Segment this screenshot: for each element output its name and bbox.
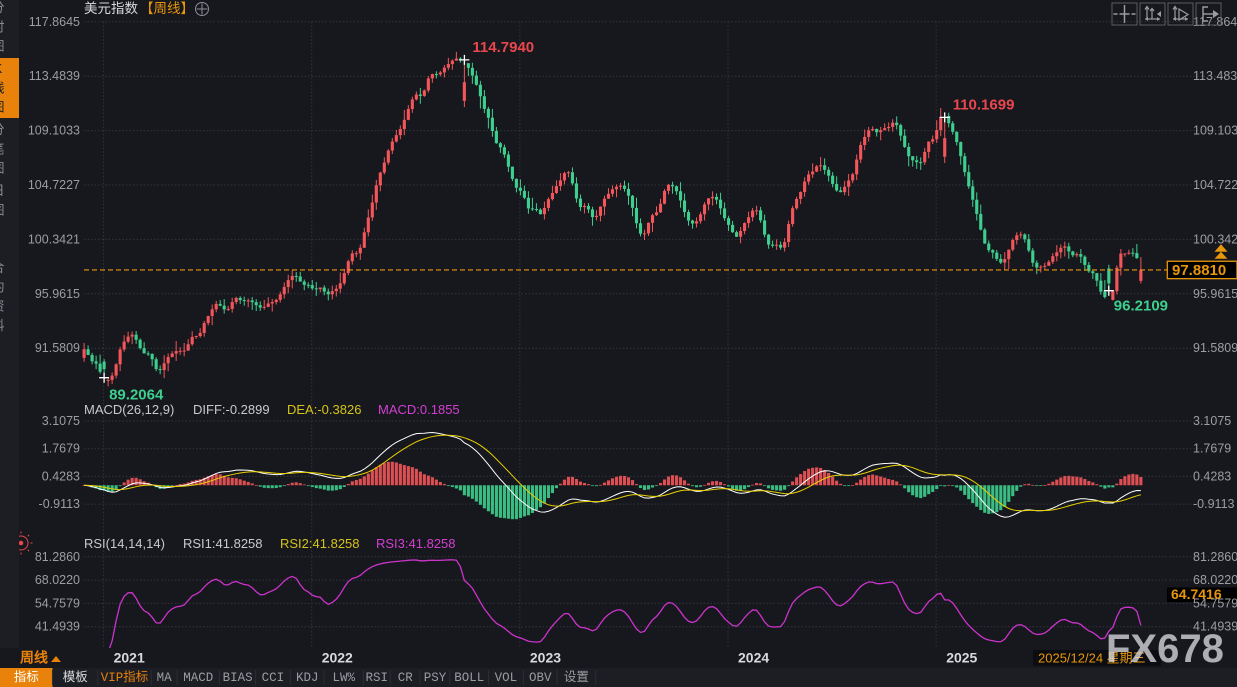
svg-text:OBV: OBV — [529, 671, 552, 685]
svg-text:KDJ: KDJ — [296, 671, 319, 685]
svg-text:LW%: LW% — [332, 671, 355, 685]
svg-text:1.7679: 1.7679 — [1193, 442, 1231, 456]
svg-text:104.7227: 104.7227 — [28, 178, 80, 192]
svg-text:约: 约 — [0, 279, 5, 294]
svg-text:RSI1:41.8258: RSI1:41.8258 — [183, 536, 263, 551]
svg-text:95.9615: 95.9615 — [1193, 287, 1237, 301]
svg-text:91.5809: 91.5809 — [1193, 341, 1237, 355]
svg-text:41.4939: 41.4939 — [35, 620, 80, 634]
svg-text:54.7579: 54.7579 — [1193, 596, 1237, 610]
svg-text:日: 日 — [0, 183, 5, 198]
svg-text:2022: 2022 — [322, 650, 353, 666]
svg-text:117.8645: 117.8645 — [1193, 15, 1237, 29]
svg-text:分: 分 — [0, 122, 5, 137]
svg-text:图: 图 — [0, 161, 5, 176]
svg-text:RSI2:41.8258: RSI2:41.8258 — [280, 536, 360, 551]
svg-text:81.2860: 81.2860 — [1193, 550, 1237, 564]
svg-text:68.0220: 68.0220 — [35, 573, 80, 587]
svg-text:3.1075: 3.1075 — [42, 414, 80, 428]
svg-text:114.7940: 114.7940 — [472, 39, 534, 56]
svg-text:RSI3:41.8258: RSI3:41.8258 — [376, 536, 456, 551]
svg-text:指标: 指标 — [14, 669, 39, 685]
svg-text:97.8810: 97.8810 — [1172, 262, 1226, 279]
svg-text:合: 合 — [0, 260, 5, 275]
svg-text:113.4839: 113.4839 — [1193, 69, 1237, 83]
svg-text:FX678: FX678 — [1106, 627, 1224, 671]
svg-text:96.2109: 96.2109 — [1114, 298, 1168, 315]
svg-text:料: 料 — [0, 318, 5, 333]
svg-text:设置: 设置 — [564, 669, 589, 685]
svg-text:117.8645: 117.8645 — [29, 15, 80, 29]
svg-text:CR: CR — [398, 671, 414, 685]
svg-text:RSI(14,14,14): RSI(14,14,14) — [84, 536, 165, 551]
svg-text:MACD: MACD — [183, 671, 213, 685]
svg-text:MACD:0.1855: MACD:0.1855 — [378, 402, 460, 417]
svg-text:3.1075: 3.1075 — [1193, 414, 1231, 428]
svg-text:PSY: PSY — [424, 671, 447, 685]
svg-text:时: 时 — [0, 19, 5, 34]
svg-text:K: K — [0, 61, 3, 76]
svg-text:美元指数: 美元指数 — [84, 1, 138, 16]
svg-text:68.0220: 68.0220 — [1193, 573, 1237, 587]
svg-text:DIFF:-0.2899: DIFF:-0.2899 — [193, 402, 270, 417]
svg-text:109.1033: 109.1033 — [1193, 124, 1237, 138]
svg-text:分: 分 — [0, 0, 5, 15]
svg-text:BOLL: BOLL — [454, 671, 484, 685]
svg-text:0.4283: 0.4283 — [42, 469, 80, 483]
svg-text:100.3421: 100.3421 — [28, 232, 80, 246]
svg-text:【周线】: 【周线】 — [140, 1, 194, 16]
svg-text:2021: 2021 — [114, 650, 145, 666]
svg-text:2025: 2025 — [946, 650, 977, 666]
svg-text:81.2860: 81.2860 — [35, 550, 80, 564]
svg-text:图: 图 — [0, 39, 5, 54]
svg-text:线: 线 — [0, 80, 5, 95]
svg-text:100.3421: 100.3421 — [1193, 232, 1237, 246]
svg-text:54.7579: 54.7579 — [35, 596, 80, 610]
svg-text:周线: 周线 — [20, 650, 48, 666]
svg-text:图: 图 — [0, 202, 5, 217]
svg-text:91.5809: 91.5809 — [35, 341, 80, 355]
svg-text:-0.9113: -0.9113 — [1193, 497, 1235, 511]
svg-text:VIP指标: VIP指标 — [101, 669, 149, 685]
svg-text:2023: 2023 — [530, 650, 561, 666]
svg-text:DEA:-0.3826: DEA:-0.3826 — [287, 402, 361, 417]
svg-text:资: 资 — [0, 299, 5, 314]
svg-text:笔: 笔 — [0, 141, 5, 156]
svg-text:-0.9113: -0.9113 — [39, 497, 81, 511]
svg-text:0.4283: 0.4283 — [1193, 469, 1231, 483]
svg-text:1.7679: 1.7679 — [42, 442, 80, 456]
svg-text:113.4839: 113.4839 — [29, 69, 80, 83]
svg-text:104.7227: 104.7227 — [1193, 178, 1237, 192]
svg-text:模板: 模板 — [63, 670, 89, 685]
svg-text:CCI: CCI — [262, 671, 285, 685]
svg-text:图: 图 — [0, 100, 5, 115]
svg-text:110.1699: 110.1699 — [953, 96, 1015, 113]
svg-text:95.9615: 95.9615 — [35, 287, 80, 301]
svg-text:BIAS: BIAS — [223, 671, 253, 685]
svg-text:2024: 2024 — [738, 650, 769, 666]
svg-text:109.1033: 109.1033 — [28, 124, 80, 138]
svg-text:RSI: RSI — [366, 671, 389, 685]
svg-text:MACD(26,12,9): MACD(26,12,9) — [84, 402, 174, 417]
svg-text:MA: MA — [157, 671, 173, 685]
svg-text:VOL: VOL — [495, 671, 518, 685]
